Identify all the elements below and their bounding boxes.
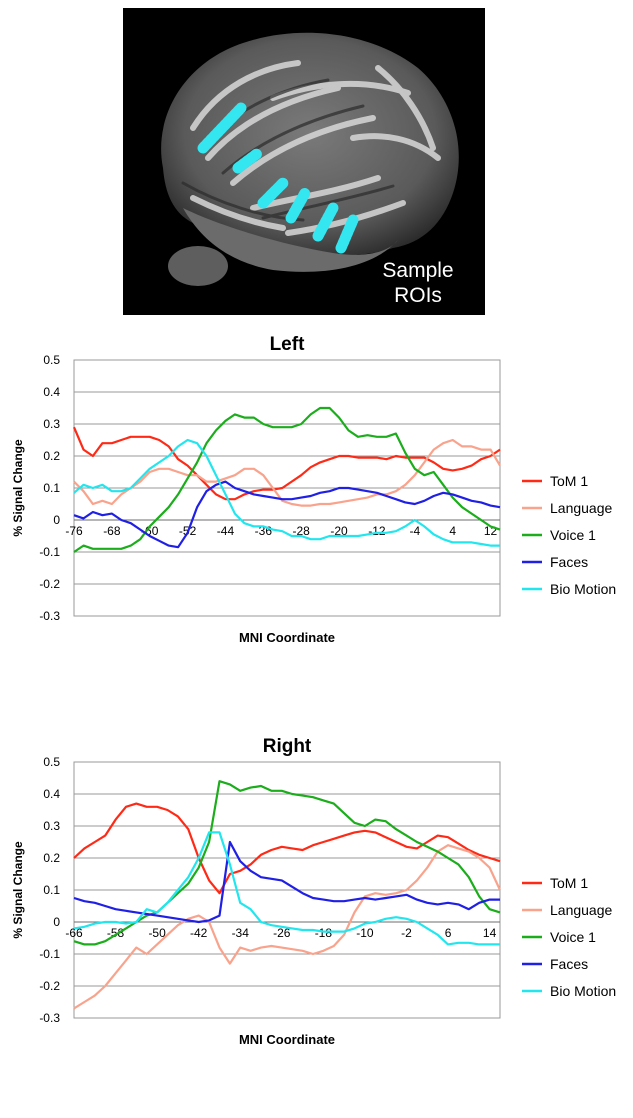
legend-label: Voice 1 bbox=[550, 929, 596, 945]
roi-caption: Sample ROIs bbox=[373, 258, 463, 308]
y-tick-label: -0.3 bbox=[39, 609, 60, 623]
y-tick-label: 0.1 bbox=[43, 883, 60, 897]
legend-label: Language bbox=[550, 902, 613, 918]
roi-markers bbox=[197, 102, 359, 254]
roi-marker bbox=[312, 202, 339, 242]
x-tick-label: -44 bbox=[217, 524, 235, 538]
x-tick-label: -12 bbox=[368, 524, 386, 538]
y-tick-label: 0.4 bbox=[43, 385, 60, 399]
x-tick-label: -20 bbox=[330, 524, 348, 538]
series-line-faces bbox=[73, 840, 500, 924]
x-tick-label: -2 bbox=[401, 926, 412, 940]
roi-brain-image: Sample ROIs bbox=[123, 8, 485, 315]
roi-marker bbox=[257, 177, 289, 209]
y-tick-label: 0.1 bbox=[43, 481, 60, 495]
brain-temporal-lobe bbox=[183, 208, 398, 272]
y-tick-label: 0.3 bbox=[43, 819, 60, 833]
x-tick-label: -34 bbox=[232, 926, 250, 940]
y-tick-label: -0.1 bbox=[39, 545, 60, 559]
roi-marker bbox=[285, 187, 311, 224]
x-tick-label: -76 bbox=[65, 524, 83, 538]
y-tick-label: 0 bbox=[53, 915, 60, 929]
y-tick-label: 0.2 bbox=[43, 449, 60, 463]
x-tick-label: -66 bbox=[65, 926, 83, 940]
brain-cerebellum bbox=[168, 246, 228, 286]
brain-illustration bbox=[161, 32, 459, 286]
y-tick-label: -0.3 bbox=[39, 1011, 60, 1025]
legend-label: Faces bbox=[550, 554, 588, 570]
x-tick-label: 14 bbox=[483, 926, 497, 940]
legend-label: ToM 1 bbox=[550, 875, 588, 891]
chart-title: Left bbox=[270, 334, 306, 355]
y-axis-label: % Signal Change bbox=[11, 439, 25, 537]
series-line-voice-1 bbox=[73, 780, 501, 946]
x-axis-label: MNI Coordinate bbox=[239, 1032, 335, 1047]
x-tick-label: -60 bbox=[141, 524, 159, 538]
legend-label: Faces bbox=[550, 956, 588, 972]
x-tick-label: -68 bbox=[103, 524, 121, 538]
y-tick-label: 0.2 bbox=[43, 851, 60, 865]
x-tick-label: 6 bbox=[445, 926, 452, 940]
roi-marker bbox=[197, 102, 247, 154]
x-tick-label: -28 bbox=[293, 524, 311, 538]
roi-caption-line2: ROIs bbox=[394, 284, 442, 307]
y-tick-label: -0.2 bbox=[39, 577, 60, 591]
legend-label: Bio Motion bbox=[550, 581, 616, 597]
x-tick-label: -26 bbox=[273, 926, 291, 940]
legend-label: Bio Motion bbox=[550, 983, 616, 999]
series-line-faces bbox=[73, 480, 501, 549]
x-tick-label: -10 bbox=[356, 926, 374, 940]
roi-marker bbox=[335, 214, 359, 254]
brain-gyri bbox=[190, 60, 441, 236]
y-tick-label: -0.2 bbox=[39, 979, 60, 993]
x-axis-label: MNI Coordinate bbox=[239, 630, 335, 645]
y-tick-label: -0.1 bbox=[39, 947, 60, 961]
x-tick-label: -4 bbox=[409, 524, 420, 538]
series-line-tom-1 bbox=[72, 426, 501, 501]
x-tick-label: -50 bbox=[148, 926, 166, 940]
x-tick-label: -18 bbox=[315, 926, 333, 940]
x-tick-label: -42 bbox=[190, 926, 208, 940]
series-line-language bbox=[73, 844, 501, 1010]
y-tick-label: 0.5 bbox=[43, 353, 60, 367]
chart-title: Right bbox=[263, 736, 312, 757]
series-line-tom-1 bbox=[73, 802, 501, 895]
y-tick-label: 0 bbox=[53, 513, 60, 527]
roi-caption-line1: Sample bbox=[382, 259, 454, 282]
series-line-language bbox=[73, 438, 501, 507]
series-line-bio-motion bbox=[73, 438, 500, 547]
legend-label: Voice 1 bbox=[550, 527, 596, 543]
legend-label: Language bbox=[550, 500, 613, 516]
roi-marker bbox=[232, 147, 264, 174]
y-tick-label: 0.4 bbox=[43, 787, 60, 801]
left-chart: Left 0.5 0.4 0.3 0.2 0.1 0 -0.1 -0.2 -0.3 -76 -68 -6… bbox=[11, 334, 616, 645]
y-tick-label: 0.5 bbox=[43, 755, 60, 769]
y-tick-label: 0.3 bbox=[43, 417, 60, 431]
legend-label: ToM 1 bbox=[550, 473, 588, 489]
series-line-bio-motion bbox=[73, 831, 500, 946]
y-axis-label: % Signal Change bbox=[11, 841, 25, 939]
x-tick-label: 4 bbox=[449, 524, 456, 538]
